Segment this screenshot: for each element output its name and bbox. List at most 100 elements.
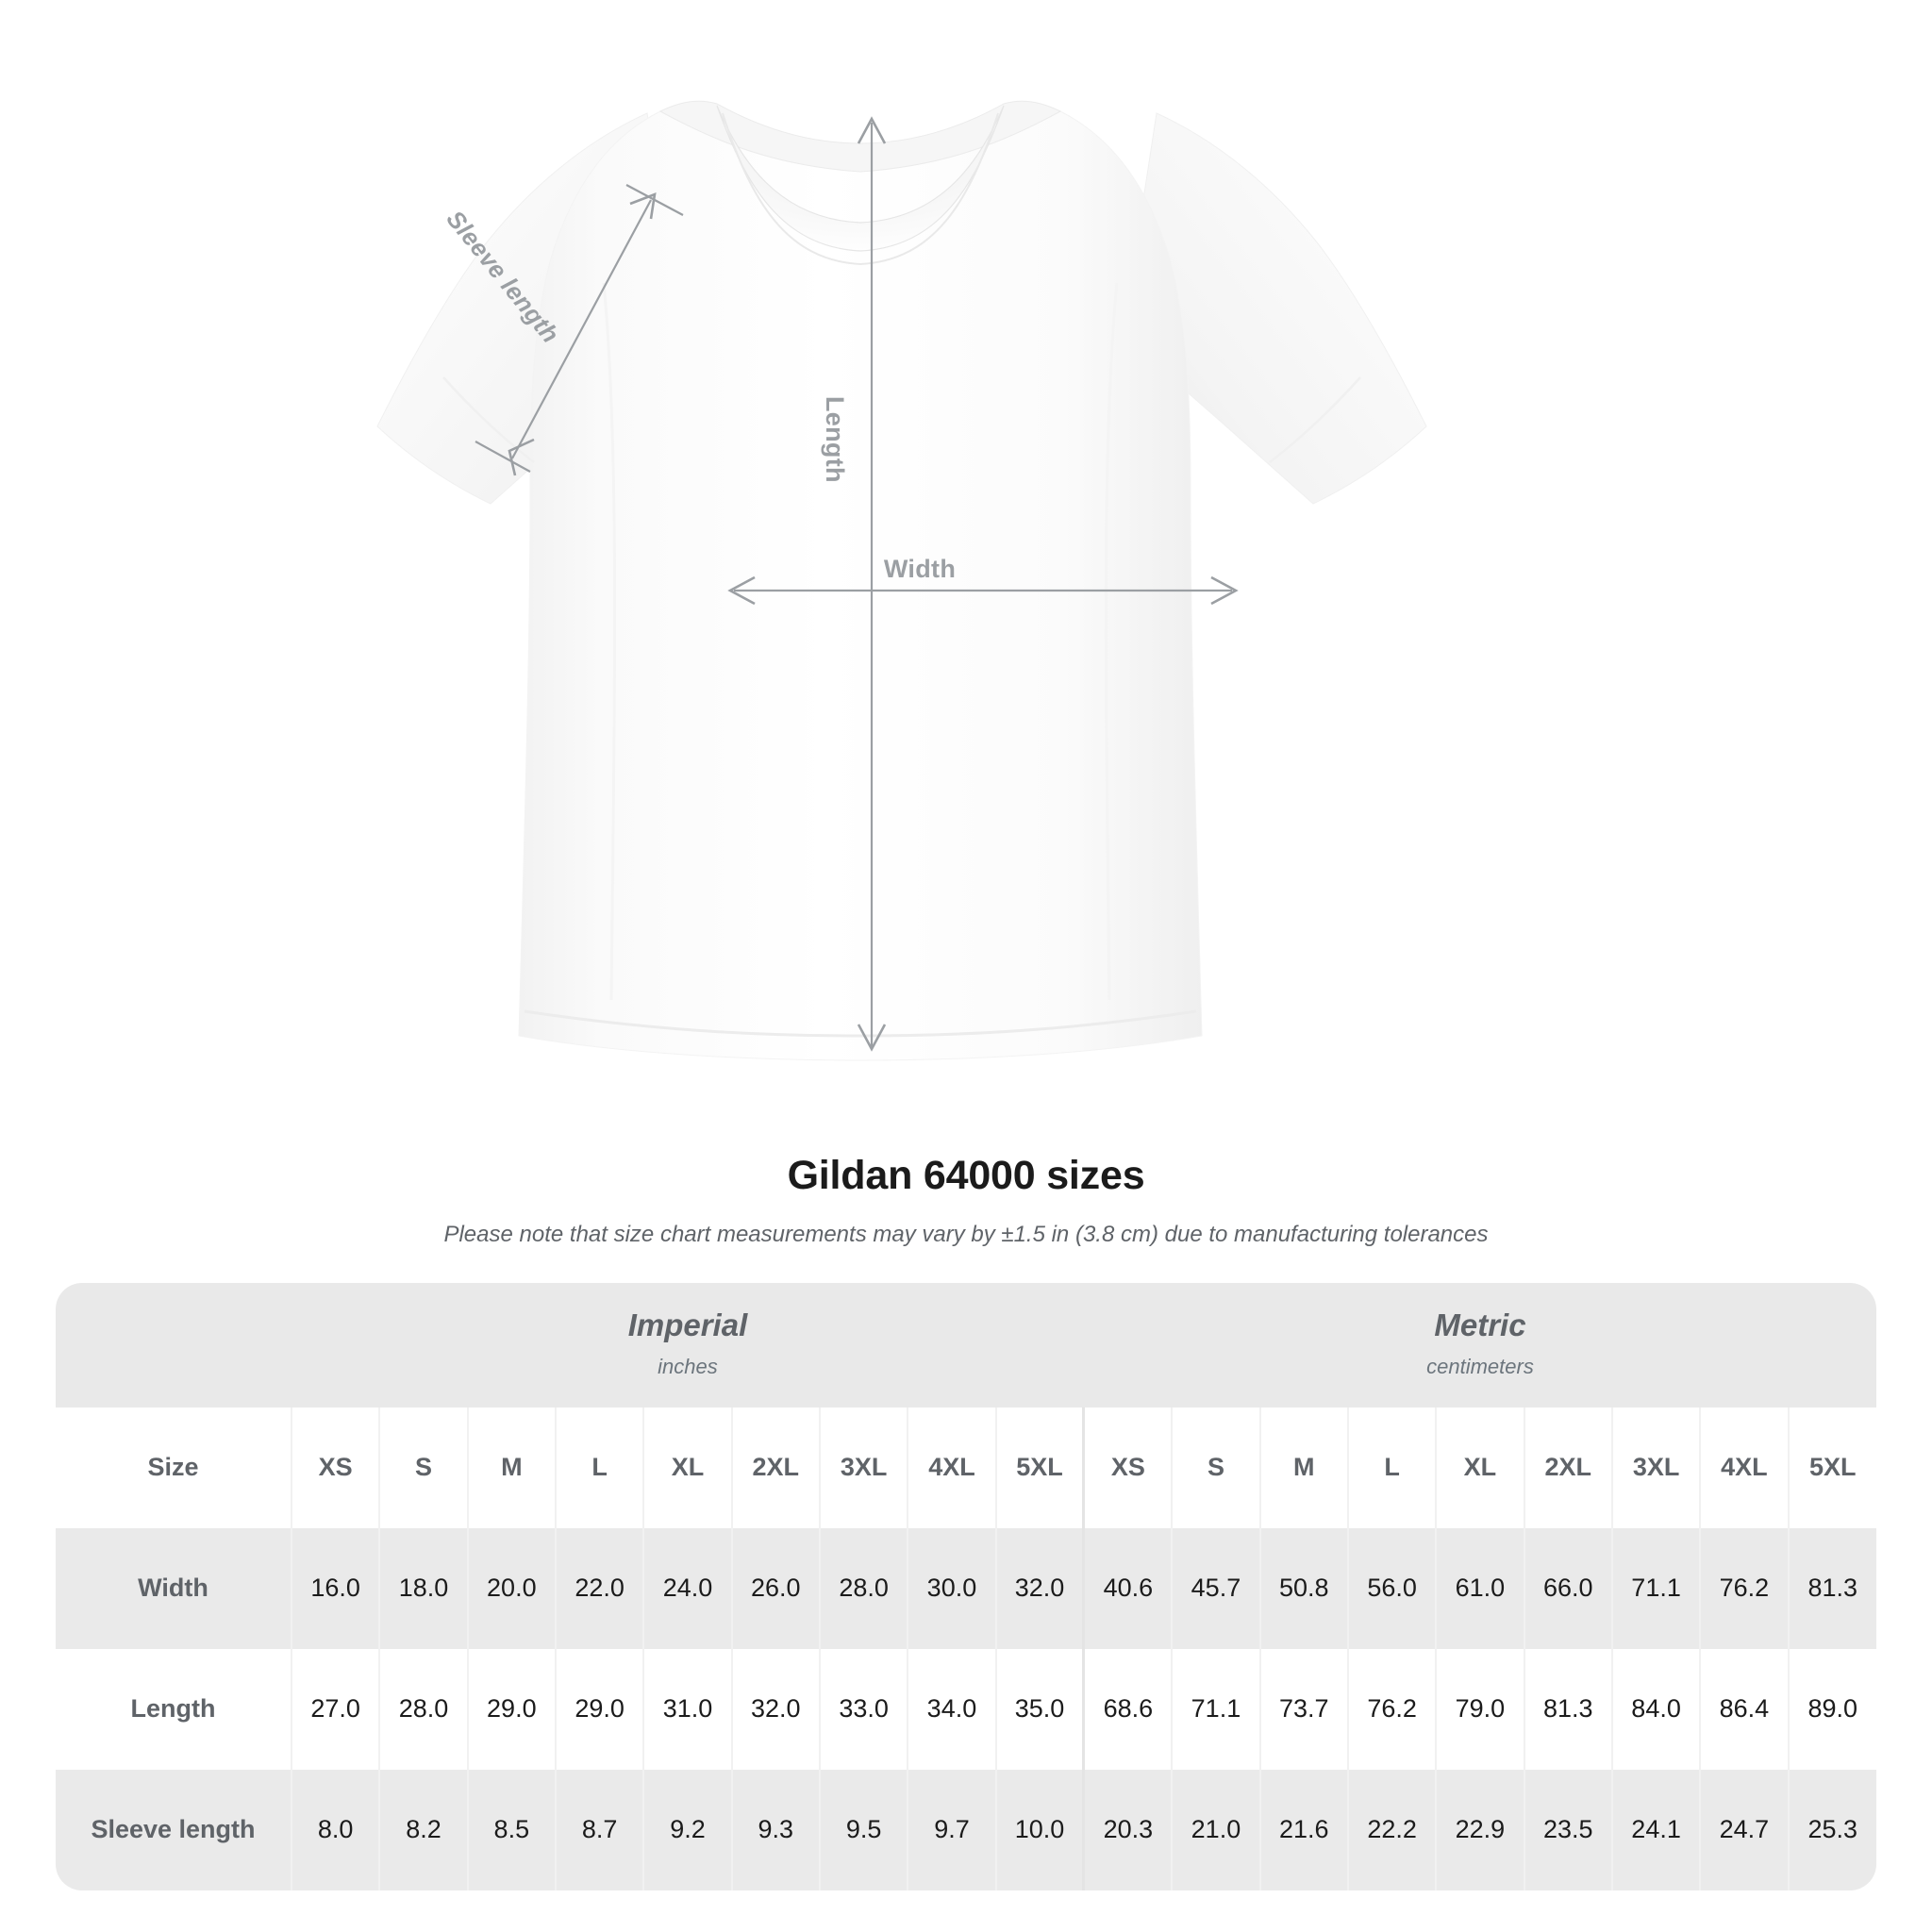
table-cell: 30.0: [907, 1527, 996, 1649]
unit-system-row: Imperial inches Metric centimeters: [56, 1283, 1876, 1407]
size-header-cell: 2XL: [730, 1407, 820, 1528]
tolerance-note: Please note that size chart measurements…: [443, 1222, 1489, 1247]
size-header-cell: XS: [1082, 1407, 1173, 1528]
table-cell: 18.0: [378, 1527, 468, 1649]
table-cell: 45.7: [1171, 1527, 1260, 1649]
table-row: Length 27.0 28.0 29.0 29.0 31.0 32.0 33.0 34.0 35…: [56, 1648, 1876, 1770]
table-cell: 9.7: [907, 1769, 996, 1890]
table-cell: 25.3: [1787, 1769, 1876, 1890]
size-header-cell: XS: [290, 1407, 380, 1528]
size-header-cell: 3XL: [818, 1407, 908, 1528]
row-label: Length: [56, 1648, 291, 1770]
imperial-unit-header-unit: inches: [658, 1354, 718, 1378]
table-cell: 32.0: [730, 1648, 820, 1770]
table-cell: 76.2: [1346, 1648, 1437, 1770]
table-cell: 9.3: [730, 1769, 820, 1890]
table-cell: 79.0: [1435, 1648, 1524, 1770]
table-cell: 8.2: [378, 1769, 468, 1890]
size-header-cell: XL: [1435, 1407, 1524, 1528]
table-cell: 23.5: [1523, 1769, 1612, 1890]
table-cell: 21.6: [1258, 1769, 1348, 1890]
table-cell: 24.7: [1699, 1769, 1789, 1890]
metric-unit-header-unit: centimeters: [1426, 1354, 1534, 1378]
table-cell: 9.5: [818, 1769, 908, 1890]
size-header-cell: 4XL: [1699, 1407, 1789, 1528]
table-cell: 29.0: [466, 1648, 556, 1770]
unit-row-corner: [56, 1283, 291, 1407]
table-cell: 40.6: [1082, 1527, 1173, 1649]
table-cell: 16.0: [290, 1527, 380, 1649]
size-header-cell: S: [1171, 1407, 1260, 1528]
size-header-row: Size XS S M L XL 2XL 3XL 4XL 5XL XS S M L XL 2XL 3XL 4XL 5…: [56, 1407, 1876, 1528]
table-cell: 68.6: [1082, 1648, 1173, 1770]
size-header-cell: 3XL: [1610, 1407, 1701, 1528]
table-cell: 34.0: [907, 1648, 996, 1770]
size-chart-table-container: Imperial inches Metric centimeters Size XS S M L…: [56, 1283, 1876, 1890]
table-cell: 66.0: [1523, 1527, 1612, 1649]
size-header-cell: M: [466, 1407, 556, 1528]
tshirt-shape: [376, 100, 1427, 1061]
tshirt-diagram: Sleeve length Length Width: [376, 100, 1427, 1061]
size-chart-table: Imperial inches Metric centimeters Size XS S M L…: [56, 1283, 1876, 1890]
table-cell: 35.0: [994, 1648, 1084, 1770]
table-cell: 8.0: [290, 1769, 380, 1890]
table-cell: 28.0: [818, 1527, 908, 1649]
table-cell: 33.0: [818, 1648, 908, 1770]
table-cell: 31.0: [642, 1648, 732, 1770]
sleeve-line: [511, 199, 652, 459]
table-cell: 22.0: [554, 1527, 644, 1649]
width-dimension-label: Width: [883, 555, 957, 583]
table-cell: 20.0: [466, 1527, 556, 1649]
table-cell: 86.4: [1699, 1648, 1789, 1770]
table-cell: 61.0: [1435, 1527, 1524, 1649]
table-cell: 26.0: [730, 1527, 820, 1649]
sleeve-tick-top: [625, 184, 684, 216]
length-dimension-label: Length: [821, 396, 849, 483]
table-cell: 76.2: [1699, 1527, 1789, 1649]
metric-unit-header-system: Metric: [1434, 1307, 1526, 1342]
row-label: Sleeve length: [56, 1769, 291, 1890]
table-cell: 84.0: [1610, 1648, 1701, 1770]
table-cell: 50.8: [1258, 1527, 1348, 1649]
table-cell: 71.1: [1171, 1648, 1260, 1770]
size-header-label: Size: [56, 1407, 291, 1528]
table-cell: 81.3: [1787, 1527, 1876, 1649]
table-cell: 22.2: [1346, 1769, 1437, 1890]
size-header-cell: 4XL: [907, 1407, 996, 1528]
page-title: Gildan 64000 sizes: [787, 1153, 1145, 1198]
table-cell: 29.0: [554, 1648, 644, 1770]
table-cell: 10.0: [994, 1769, 1084, 1890]
title-block: Gildan 64000 sizes Please note that size…: [0, 1153, 1932, 1248]
size-header-cell: L: [1346, 1407, 1437, 1528]
table-cell: 32.0: [994, 1527, 1084, 1649]
table-cell: 89.0: [1787, 1648, 1876, 1770]
size-header-cell: 2XL: [1523, 1407, 1612, 1528]
size-header-cell: 5XL: [994, 1407, 1084, 1528]
sleeve-tick-bottom: [475, 441, 531, 473]
table-cell: 73.7: [1258, 1648, 1348, 1770]
table-cell: 24.0: [642, 1527, 732, 1649]
table-cell: 8.7: [554, 1769, 644, 1890]
measurement-guides: [475, 116, 1239, 1052]
size-header-cell: 5XL: [1787, 1407, 1876, 1528]
table-cell: 28.0: [378, 1648, 468, 1770]
table-cell: 8.5: [466, 1769, 556, 1890]
table-cell: 56.0: [1346, 1527, 1437, 1649]
table-row: Width 16.0 18.0 20.0 22.0 24.0 26.0 28.0 30.0 32.…: [56, 1527, 1876, 1649]
table-row: Sleeve length 8.0 8.2 8.5 8.7 9.2 9.3 9.5 9.7 10.…: [56, 1769, 1876, 1890]
size-header-cell: M: [1258, 1407, 1348, 1528]
table-cell: 81.3: [1523, 1648, 1612, 1770]
table-cell: 24.1: [1610, 1769, 1701, 1890]
table-cell: 22.9: [1435, 1769, 1524, 1890]
table-cell: 27.0: [290, 1648, 380, 1770]
size-header-cell: XL: [642, 1407, 732, 1528]
table-cell: 71.1: [1610, 1527, 1701, 1649]
tshirt-illustration: [376, 100, 1427, 1061]
size-header-cell: S: [378, 1407, 468, 1528]
size-header-cell: L: [554, 1407, 644, 1528]
row-label: Width: [56, 1527, 291, 1649]
metric-unit-header: Metric centimeters: [1083, 1283, 1876, 1407]
table-cell: 21.0: [1171, 1769, 1260, 1890]
imperial-unit-header: Imperial inches: [291, 1283, 1084, 1407]
imperial-unit-header-system: Imperial: [627, 1307, 748, 1342]
